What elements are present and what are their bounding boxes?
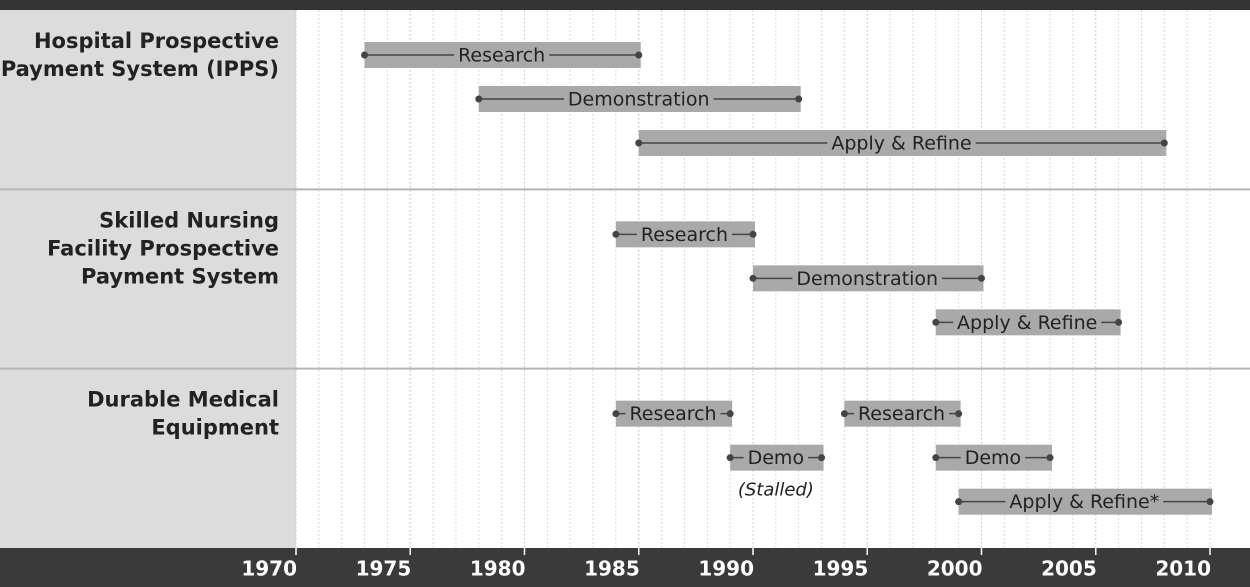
task-label: Apply & Refine*	[1009, 491, 1159, 513]
end-dot	[1160, 139, 1168, 147]
group-label: Payment System (IPPS)	[1, 57, 279, 81]
task-label: Apply & Refine	[831, 133, 971, 155]
task: Research	[612, 221, 757, 248]
end-dot	[795, 95, 803, 103]
top-band	[0, 0, 1250, 10]
task: Apply & Refine*	[955, 488, 1214, 515]
end-dot	[749, 230, 757, 238]
start-dot	[749, 274, 757, 282]
start-dot	[726, 454, 734, 462]
start-dot	[475, 95, 483, 103]
start-dot	[612, 230, 620, 238]
task-label-bg	[636, 222, 733, 247]
label-panel	[0, 10, 296, 548]
task: Research	[840, 400, 963, 427]
task-label: Demo	[965, 447, 1021, 469]
start-dot	[932, 454, 940, 462]
x-tick-label: 2010	[1155, 557, 1211, 581]
group-label: Facility Prospective	[47, 236, 279, 260]
task-label-bg	[853, 401, 950, 426]
task-label-bg	[743, 445, 809, 470]
group-label: Equipment	[151, 416, 279, 440]
x-tick-label: 2005	[1041, 557, 1097, 581]
end-dot	[635, 51, 643, 59]
group-label: Skilled Nursing	[99, 208, 279, 232]
task-label-bg	[454, 43, 550, 67]
task-label: Apply & Refine	[957, 312, 1097, 334]
end-dot	[955, 410, 963, 418]
end-dot	[1206, 498, 1214, 506]
task-note: (Stalled)	[738, 480, 814, 501]
x-tick-label: 1975	[356, 557, 412, 581]
task: Demo (Stalled)	[726, 444, 826, 501]
task: Demo	[932, 444, 1054, 471]
end-dot	[818, 454, 826, 462]
end-dot	[726, 410, 734, 418]
task-label-bg	[1005, 489, 1164, 514]
start-dot	[612, 410, 620, 418]
task-label: Research	[641, 224, 728, 246]
x-tick-label: 1995	[813, 557, 869, 581]
x-tick-label: 1985	[584, 557, 640, 581]
task: Research	[361, 42, 643, 68]
x-tick-label: 1970	[241, 557, 297, 581]
task-label: Demonstration	[568, 89, 710, 111]
task: Apply & Refine	[635, 130, 1168, 156]
task-label-bg	[792, 266, 943, 291]
x-tick-label: 1990	[698, 557, 754, 581]
task-label-bg	[625, 401, 721, 426]
start-dot	[635, 139, 643, 147]
axis-band	[0, 548, 1250, 587]
group-label: Hospital Prospective	[34, 29, 279, 53]
x-tick-label: 1980	[470, 557, 526, 581]
start-dot	[932, 318, 940, 326]
task-label-bg	[953, 310, 1102, 335]
task: Research	[612, 400, 734, 427]
task-label: Research	[458, 45, 545, 67]
start-dot	[361, 51, 369, 59]
task: Demonstration	[475, 86, 803, 112]
end-dot	[1046, 454, 1054, 462]
task-label-bg	[960, 445, 1026, 470]
task-label: Demo	[748, 447, 804, 469]
task-label-bg	[563, 87, 714, 111]
task: Apply & Refine	[932, 309, 1123, 336]
x-tick-label: 2000	[927, 557, 983, 581]
task-label: Demonstration	[796, 268, 938, 290]
task-label-bg	[827, 131, 976, 155]
task-label: Research	[629, 403, 716, 425]
end-dot	[978, 274, 985, 282]
end-dot	[1115, 318, 1123, 326]
task-label: Research	[858, 403, 945, 425]
start-dot	[840, 410, 848, 418]
group-label: Durable Medical	[87, 388, 279, 412]
start-dot	[955, 498, 963, 506]
group-label: Payment System	[81, 264, 279, 288]
task: Demonstration	[749, 265, 985, 292]
